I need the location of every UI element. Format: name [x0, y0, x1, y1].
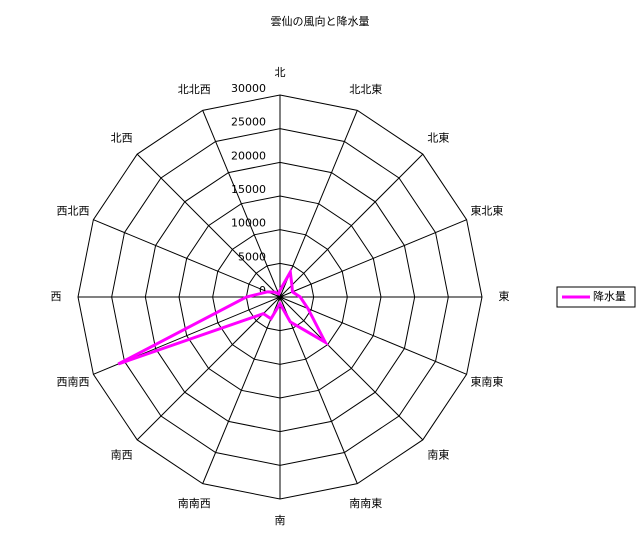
spoke	[202, 296, 281, 484]
series-line	[117, 267, 329, 366]
category-label: 西北西	[57, 204, 90, 217]
spoke	[93, 219, 281, 298]
y-tick-label: 10000	[231, 217, 266, 230]
legend-box	[556, 286, 636, 308]
category-label: 北北東	[349, 83, 382, 96]
category-label: 北	[275, 66, 286, 79]
y-tick-label: 5000	[238, 250, 266, 263]
category-label: 南	[275, 514, 286, 527]
spoke	[279, 219, 467, 298]
category-label: 東北東	[470, 204, 503, 217]
y-tick-label: 20000	[231, 149, 266, 162]
spoke	[279, 296, 424, 441]
y-tick-label: 0	[259, 284, 266, 297]
spoke	[136, 296, 281, 441]
category-label: 西南西	[57, 376, 90, 389]
legend-label: 降水量	[593, 289, 626, 303]
y-tick-label: 15000	[231, 183, 266, 196]
category-label: 南南東	[349, 497, 382, 510]
spoke	[279, 296, 358, 484]
category-label: 東	[499, 290, 510, 303]
category-label: 北東	[427, 132, 449, 145]
category-label: 南西	[111, 448, 133, 461]
chart-title: 雲仙の風向と降水量	[271, 14, 370, 28]
y-tick-label: 30000	[231, 82, 266, 95]
spoke	[279, 153, 424, 298]
category-label: 北北西	[178, 83, 211, 96]
spoke	[279, 296, 467, 375]
spoke	[136, 153, 281, 298]
category-label: 南東	[427, 448, 449, 461]
spoke	[202, 110, 281, 298]
spoke	[279, 110, 358, 298]
y-tick-label: 25000	[231, 116, 266, 129]
category-label: 西	[51, 290, 62, 303]
category-label: 南南西	[178, 497, 211, 510]
category-label: 東南東	[470, 376, 503, 389]
category-label: 北西	[111, 132, 133, 145]
